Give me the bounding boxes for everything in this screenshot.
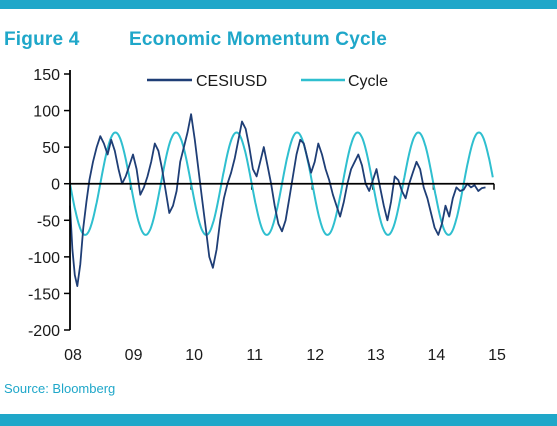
chart-title: Economic Momentum Cycle [129, 29, 387, 50]
top-accent-bar [0, 0, 557, 9]
legend-label-cycle: Cycle [348, 73, 388, 90]
y-tick-label: -150 [28, 286, 60, 303]
series-lines [69, 113, 494, 288]
y-axis-ticks: 150 100 50 0 -50 -100 -150 -200 [28, 67, 70, 340]
figure-label: Figure 4 [4, 29, 80, 50]
x-tick-label: 13 [367, 347, 385, 364]
y-tick-label: 50 [42, 140, 60, 157]
y-tick-label: 0 [51, 177, 60, 194]
series-line-cesiusd [69, 113, 486, 288]
y-tick-label: 100 [33, 104, 60, 121]
x-tick-label: 08 [64, 347, 82, 364]
series-line-cycle [69, 131, 494, 236]
y-tick-label: -200 [28, 323, 60, 340]
y-tick-label: 150 [33, 67, 60, 84]
x-tick-label: 15 [488, 347, 506, 364]
x-tick-label: 12 [306, 347, 324, 364]
x-tick-label: 09 [125, 347, 143, 364]
x-tick-label: 14 [428, 347, 446, 364]
axes [69, 70, 494, 330]
x-tick-label: 11 [246, 347, 263, 364]
y-tick-label: -100 [28, 250, 60, 267]
legend: CESIUSD Cycle [147, 73, 388, 90]
bottom-accent-bar [0, 414, 557, 426]
legend-label-cesiusd: CESIUSD [196, 73, 267, 90]
x-tick-label: 10 [185, 347, 203, 364]
source-note: Source: Bloomberg [4, 381, 116, 396]
y-tick-label: -50 [37, 213, 60, 230]
